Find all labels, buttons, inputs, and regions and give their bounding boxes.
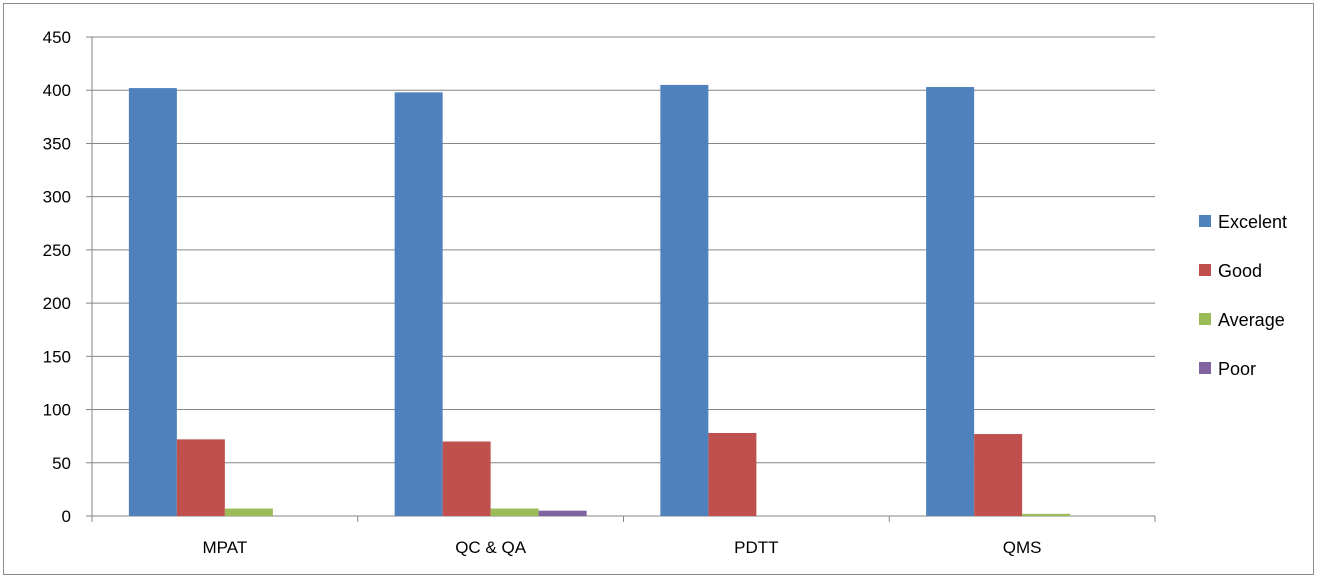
y-tick-label: 0 [62, 507, 71, 526]
bar-good-2 [708, 432, 757, 516]
y-tick-label: 150 [43, 347, 71, 366]
legend-label-poor: Poor [1218, 359, 1256, 379]
x-tick-label: QMS [1003, 538, 1042, 557]
bar-good-1 [442, 441, 491, 516]
y-tick-label: 450 [43, 28, 71, 47]
legend-label-excelent: Excelent [1218, 212, 1287, 232]
y-tick-label: 400 [43, 81, 71, 100]
x-tick-label: PDTT [734, 538, 778, 557]
y-tick-label: 300 [43, 188, 71, 207]
y-tick-label: 250 [43, 241, 71, 260]
y-tick-label: 200 [43, 294, 71, 313]
legend-swatch-poor [1199, 362, 1211, 374]
legend-swatch-average [1199, 313, 1211, 325]
bar-good-0 [176, 439, 225, 516]
y-tick-label: 350 [43, 134, 71, 153]
bar-excelent-0 [128, 88, 177, 517]
bar-excelent-3 [926, 87, 975, 516]
y-tick-label: 100 [43, 401, 71, 420]
x-tick-label: QC & QA [455, 538, 527, 557]
bar-average-0 [224, 508, 273, 516]
bar-average-1 [490, 508, 539, 516]
legend-swatch-excelent [1199, 215, 1211, 227]
bar-excelent-1 [394, 92, 443, 517]
y-tick-label: 50 [52, 454, 71, 473]
bar-average-3 [1022, 513, 1071, 516]
legend-label-average: Average [1218, 310, 1285, 330]
legend-swatch-good [1199, 264, 1211, 276]
legend-label-good: Good [1218, 261, 1262, 281]
bar-excelent-2 [660, 84, 709, 517]
x-tick-label: MPAT [203, 538, 248, 557]
bar-good-3 [974, 434, 1023, 516]
bar-poor-1 [538, 510, 587, 516]
